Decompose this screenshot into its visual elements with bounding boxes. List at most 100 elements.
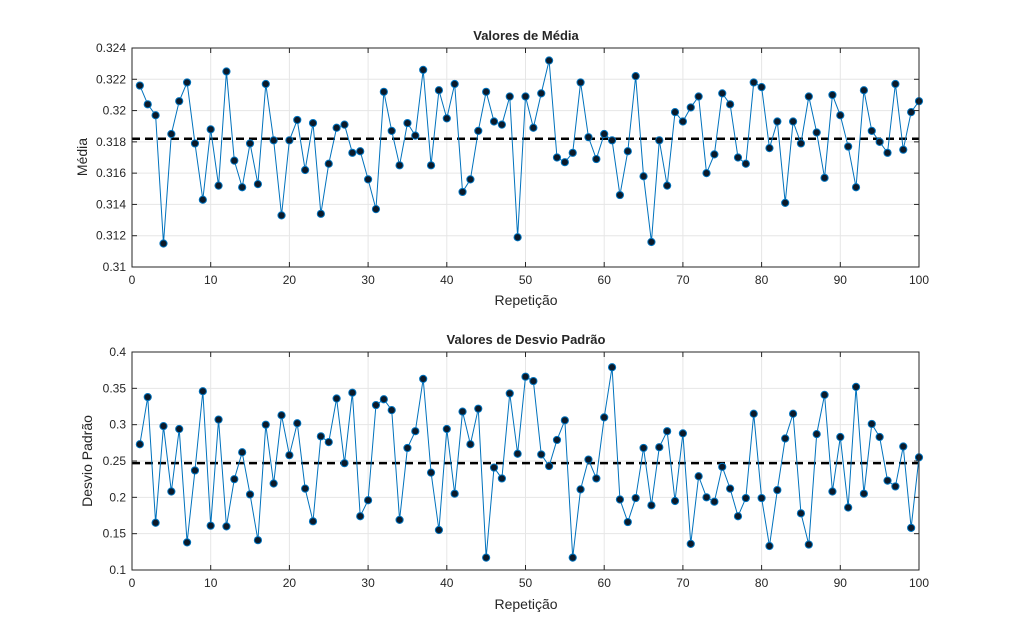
- plot-title: Valores de Desvio Padrão: [447, 332, 606, 347]
- data-point: [623, 517, 632, 527]
- x-tick-labels: 0 10 20 30 40 50 60 70 80 90 100: [129, 576, 930, 590]
- data-point: [356, 147, 365, 156]
- data-point: [812, 128, 821, 137]
- data-point: [356, 512, 365, 521]
- data-point: [332, 394, 341, 403]
- y-tick-label: 0.1: [109, 563, 126, 577]
- data-point: [891, 482, 900, 491]
- x-tick-labels: 0 10 20 30 40 50 60 70 80 90 100: [129, 273, 930, 287]
- data-point: [371, 400, 381, 410]
- data-point: [261, 420, 270, 429]
- data-point: [230, 475, 239, 484]
- data-point: [631, 72, 640, 81]
- data-point: [694, 92, 703, 101]
- data-point: [482, 87, 491, 96]
- y-tick-label: 0.25: [103, 454, 127, 468]
- x-tick-label: 70: [676, 576, 690, 590]
- data-point: [781, 198, 790, 207]
- y-tick-label: 0.324: [96, 41, 126, 55]
- data-point: [450, 489, 459, 498]
- data-point: [151, 111, 160, 120]
- data-point: [261, 79, 270, 89]
- series-line: [139, 367, 920, 558]
- data-point: [395, 515, 404, 524]
- data-point: [718, 462, 727, 471]
- data-point: [269, 136, 278, 145]
- data-point: [828, 487, 837, 496]
- x-tick-label: 50: [519, 273, 533, 287]
- data-point: [308, 517, 318, 526]
- y-tick-label: 0.4: [109, 345, 126, 359]
- y-tick-labels: 0.31 0.312 0.314 0.316 0.318 0.32 0.322 0.324: [96, 41, 126, 274]
- data-point: [403, 118, 412, 128]
- data-point: [466, 175, 475, 184]
- x-tick-label: 40: [440, 273, 454, 287]
- data-point: [576, 485, 585, 494]
- data-point: [167, 487, 176, 496]
- data-point: [726, 484, 735, 493]
- data-point: [710, 497, 719, 506]
- data-point: [844, 142, 853, 151]
- data-point: [293, 419, 302, 428]
- data-point: [537, 450, 546, 459]
- x-tick-label: 70: [676, 273, 690, 287]
- data-point: [379, 395, 388, 404]
- data-point: [560, 416, 569, 425]
- data-point: [686, 539, 695, 548]
- x-tick-label: 40: [440, 576, 454, 590]
- data-point: [655, 136, 664, 145]
- data-point: [899, 145, 908, 154]
- data-point: [851, 183, 861, 192]
- data-point: [796, 509, 806, 518]
- data-point: [615, 495, 625, 504]
- data-point: [198, 387, 207, 396]
- x-axis-label: Repetição: [494, 292, 557, 308]
- data-point: [647, 237, 656, 247]
- data-point: [411, 427, 420, 436]
- data-point: [765, 144, 774, 153]
- data-point: [560, 158, 569, 167]
- data-point: [293, 115, 302, 125]
- data-point: [875, 137, 884, 146]
- data-point: [198, 195, 207, 204]
- data-point: [285, 451, 294, 460]
- data-point: [442, 424, 451, 434]
- data-point: [245, 490, 255, 499]
- data-point: [899, 442, 908, 451]
- data-point: [537, 89, 546, 98]
- x-tick-label: 90: [834, 576, 848, 590]
- x-tick-label: 10: [204, 273, 218, 287]
- y-tick-label: 0.316: [96, 166, 126, 180]
- data-point: [143, 100, 152, 109]
- data-point: [851, 382, 861, 391]
- data-point: [584, 455, 593, 464]
- data-point: [466, 440, 475, 449]
- data-point: [143, 392, 152, 402]
- data-point: [387, 406, 396, 415]
- data-point: [159, 239, 168, 248]
- data-point: [190, 139, 200, 148]
- data-point: [615, 190, 625, 200]
- data-point: [206, 521, 215, 530]
- data-point: [497, 474, 506, 483]
- data-point: [474, 404, 483, 413]
- data-point: [820, 390, 829, 399]
- data-point: [702, 169, 711, 178]
- data-point: [733, 512, 743, 521]
- data-point: [301, 484, 310, 493]
- data-point: [238, 448, 247, 457]
- data-point: [812, 430, 821, 439]
- data-point: [836, 432, 845, 442]
- data-point: [505, 92, 514, 101]
- plot-title: Valores de Média: [473, 28, 579, 43]
- data-point: [678, 117, 688, 126]
- x-tick-label: 0: [129, 273, 136, 287]
- mean-values-plot: Valores de Média 0 10 20 30 40 50 60 70 80 90 100 …: [74, 28, 929, 308]
- data-point: [670, 496, 680, 506]
- x-tick-label: 60: [598, 273, 612, 287]
- data-point: [348, 148, 357, 157]
- data-point: [513, 449, 522, 458]
- data-point: [222, 522, 231, 531]
- x-tick-label: 80: [755, 576, 769, 590]
- data-point: [749, 409, 758, 418]
